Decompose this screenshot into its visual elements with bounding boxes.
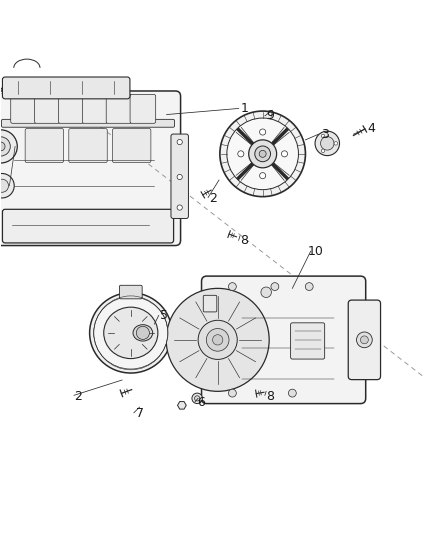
FancyBboxPatch shape [69,128,107,163]
Circle shape [259,150,266,157]
Circle shape [305,282,313,290]
Circle shape [177,205,182,210]
Circle shape [315,131,339,156]
Circle shape [271,282,279,290]
Polygon shape [177,401,186,409]
Text: 4: 4 [367,123,375,135]
Circle shape [0,130,17,163]
Circle shape [229,389,237,397]
Circle shape [321,149,325,152]
Text: 8: 8 [266,390,275,403]
FancyBboxPatch shape [113,128,151,163]
Text: 6: 6 [197,396,205,409]
FancyBboxPatch shape [171,134,188,219]
Circle shape [0,137,11,156]
FancyBboxPatch shape [58,94,84,123]
Text: 2: 2 [74,390,82,403]
Circle shape [261,287,272,297]
Circle shape [229,282,237,290]
FancyBboxPatch shape [25,128,64,163]
Ellipse shape [90,293,172,373]
Circle shape [206,328,229,351]
Circle shape [166,288,269,391]
Circle shape [177,140,182,144]
Circle shape [192,393,202,403]
Circle shape [334,142,338,145]
FancyBboxPatch shape [0,91,180,246]
FancyBboxPatch shape [203,295,217,312]
Circle shape [249,140,277,168]
Text: 10: 10 [308,245,324,258]
Text: 5: 5 [160,309,169,322]
Circle shape [0,174,14,198]
FancyBboxPatch shape [3,209,173,243]
Circle shape [177,174,182,180]
Circle shape [0,179,9,192]
Text: 8: 8 [240,234,248,247]
Ellipse shape [133,325,153,341]
Circle shape [255,146,271,161]
Ellipse shape [94,297,168,369]
Circle shape [260,129,266,135]
Circle shape [321,134,325,138]
Circle shape [227,118,298,190]
FancyBboxPatch shape [348,300,381,379]
FancyBboxPatch shape [201,276,366,403]
Circle shape [357,332,372,348]
Circle shape [212,335,223,345]
Text: 3: 3 [321,128,328,141]
FancyBboxPatch shape [82,94,108,123]
Circle shape [288,389,296,397]
Ellipse shape [104,307,158,359]
Circle shape [198,320,237,359]
Text: 7: 7 [135,407,144,420]
Circle shape [321,136,334,150]
Circle shape [260,173,266,179]
Circle shape [136,326,149,340]
FancyBboxPatch shape [106,94,132,123]
FancyBboxPatch shape [3,77,130,99]
Circle shape [360,336,368,344]
Text: 9: 9 [267,109,275,123]
Text: 1: 1 [240,102,248,115]
FancyBboxPatch shape [120,285,142,299]
FancyBboxPatch shape [290,323,325,359]
Circle shape [282,151,288,157]
Text: 2: 2 [209,192,217,205]
FancyBboxPatch shape [11,94,36,123]
Circle shape [194,395,200,401]
Circle shape [0,142,5,151]
Circle shape [220,111,305,197]
FancyBboxPatch shape [2,119,174,127]
Circle shape [238,151,244,157]
FancyBboxPatch shape [130,94,155,123]
FancyBboxPatch shape [35,94,60,123]
